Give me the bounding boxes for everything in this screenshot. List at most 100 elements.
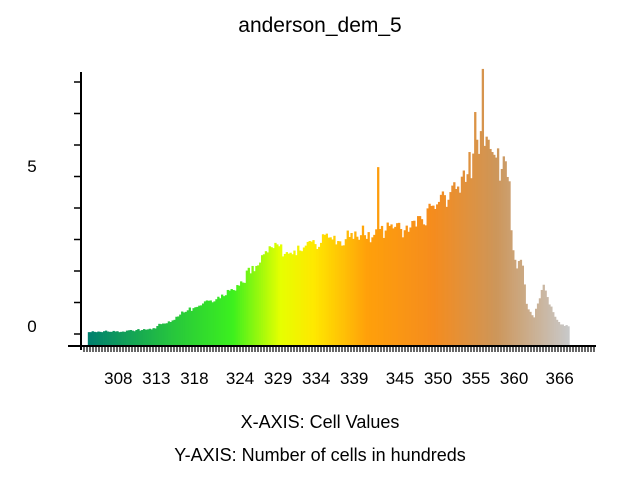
histogram-bar	[192, 308, 195, 346]
histogram-bar	[476, 139, 479, 346]
histogram-bar	[437, 201, 441, 346]
histogram-bar	[116, 331, 119, 346]
histogram-bar	[156, 325, 159, 346]
histogram-bar	[162, 323, 165, 346]
histogram-bar	[243, 282, 247, 346]
histogram-bar	[552, 312, 555, 346]
histogram-bar	[337, 241, 340, 346]
histogram-bar	[182, 312, 186, 346]
histogram-bar	[234, 290, 237, 346]
histogram-bar	[399, 229, 403, 346]
histogram-bar	[158, 323, 161, 346]
histogram-bar	[289, 252, 292, 346]
x-tick-label: 313	[142, 369, 170, 388]
histogram-bar	[285, 252, 289, 346]
histogram-bar	[561, 324, 564, 346]
histogram-bar	[257, 265, 260, 346]
x-tick-label: 360	[500, 369, 528, 388]
histogram-bar	[213, 301, 216, 346]
histogram-bar	[287, 253, 290, 346]
histogram-bar	[249, 273, 252, 346]
histogram-bar	[456, 186, 460, 346]
histogram-bar	[529, 311, 532, 346]
histogram-bar	[430, 205, 433, 346]
histogram-bar	[230, 289, 233, 346]
histogram-bar	[367, 232, 370, 346]
histogram-bar	[443, 195, 446, 346]
histogram-bar	[407, 231, 410, 346]
histogram-bar	[546, 297, 549, 346]
histogram-bar	[550, 306, 553, 346]
histogram-bar	[472, 153, 475, 346]
histogram-bar	[533, 317, 536, 346]
y-tick-label-5: 5	[27, 157, 36, 176]
histogram-bar	[97, 331, 100, 346]
histogram-bar	[371, 237, 374, 346]
histogram-bar	[559, 324, 563, 346]
histogram-bar	[259, 262, 262, 346]
histogram-bar	[127, 330, 131, 346]
histogram-bar	[470, 178, 473, 346]
histogram-bar	[321, 234, 325, 346]
histogram-bar	[380, 225, 384, 346]
histogram-bar	[554, 316, 557, 346]
histogram-bar	[555, 319, 559, 346]
histogram-bar	[483, 145, 486, 346]
histogram-bar	[181, 311, 184, 346]
histogram-bar	[318, 246, 321, 346]
histogram-bar	[544, 290, 547, 346]
histogram-bar	[464, 181, 467, 346]
histogram-bar	[535, 308, 538, 346]
histogram-bar	[563, 325, 566, 346]
histogram-bar	[498, 180, 502, 346]
histogram-bar	[175, 316, 178, 346]
histogram-bar	[203, 301, 207, 346]
x-tick-label: 329	[264, 369, 292, 388]
histogram-bar	[394, 226, 397, 346]
histogram-bar	[352, 238, 355, 346]
histogram-bar	[142, 329, 146, 346]
histogram-bar	[439, 194, 443, 346]
histogram-bar	[411, 221, 414, 346]
histogram-bar	[122, 331, 125, 346]
histogram-bar	[540, 289, 544, 346]
histogram-bar	[308, 241, 311, 346]
histogram-bar	[496, 148, 500, 346]
histogram-bar	[118, 332, 121, 346]
histogram-bar	[160, 324, 163, 346]
histogram-bar	[339, 241, 342, 346]
histogram-bar	[479, 131, 483, 346]
histogram-bar	[453, 182, 456, 346]
histogram-bar	[295, 255, 298, 346]
histogram-bar	[198, 305, 201, 346]
histogram-bar	[432, 205, 435, 346]
histogram-bar	[312, 240, 315, 346]
histogram-bar	[228, 290, 231, 346]
histogram-bar	[329, 237, 332, 346]
histogram-bar	[163, 323, 167, 346]
histogram-bar	[420, 219, 424, 346]
histogram-bar	[211, 302, 214, 346]
histogram-bar	[565, 325, 568, 346]
histogram-bar	[114, 331, 117, 346]
histogram-bar	[434, 209, 437, 346]
histogram-bar	[331, 239, 334, 346]
histogram-bar	[110, 331, 113, 346]
histogram-bar	[405, 225, 408, 346]
histogram-bar	[251, 265, 254, 346]
histogram-bar	[112, 330, 115, 346]
histogram-bar	[293, 250, 296, 346]
histogram-bar	[173, 319, 176, 346]
histogram-bar	[150, 329, 153, 346]
histogram-bar	[521, 265, 524, 346]
histogram-bar	[504, 161, 507, 346]
histogram-bar	[137, 329, 140, 346]
histogram-bar	[358, 239, 361, 346]
histogram-bar	[377, 167, 380, 346]
histogram-bar	[397, 222, 401, 346]
histogram-bar	[179, 314, 182, 346]
histogram-bar	[264, 251, 268, 346]
histogram-bar	[426, 208, 429, 346]
histogram-bar	[167, 321, 171, 346]
